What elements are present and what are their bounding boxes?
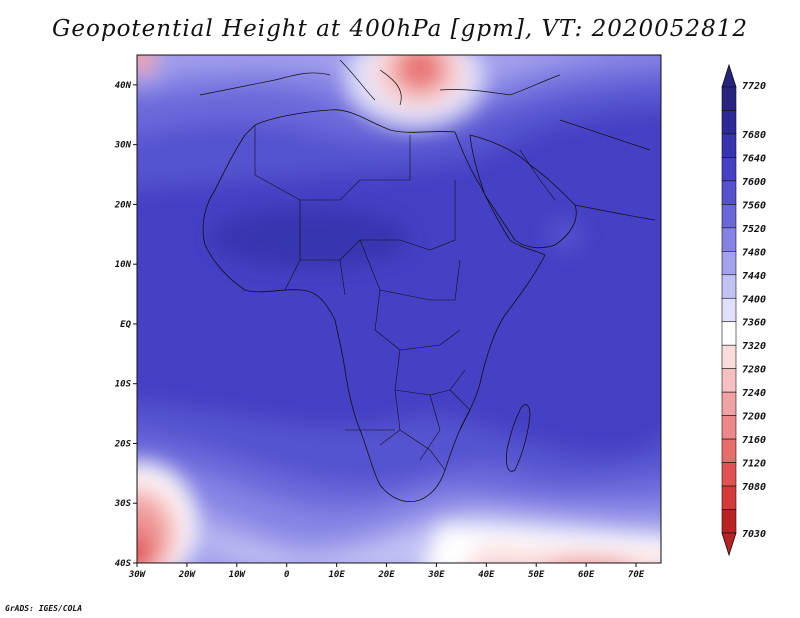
colorbar-label: 7640 (742, 153, 766, 164)
colorbar-swatch (721, 204, 737, 229)
y-tick-label: 40S (115, 559, 132, 569)
x-tick-label: 10E (328, 570, 345, 580)
colorbar-label: 7120 (742, 459, 766, 470)
colorbar-swatch (721, 438, 737, 463)
colorbar-label: 7680 (742, 130, 766, 141)
colorbar-label: 7720 (742, 81, 766, 92)
colorbar-label: 7320 (742, 341, 766, 352)
colorbar-label: 7240 (742, 388, 766, 399)
colorbar-swatch (721, 391, 737, 416)
colorbar-label: 7030 (742, 529, 766, 540)
africa-coastline (202, 109, 546, 502)
x-tick-label: 70E (628, 570, 645, 580)
y-tick-label: 20S (114, 439, 132, 449)
colorbar-swatch (721, 110, 737, 135)
colorbar-label: 7360 (742, 318, 766, 329)
colorbar-swatch (721, 321, 737, 346)
colorbar-label: 7080 (742, 482, 766, 493)
colorbar-label: 7400 (742, 294, 766, 305)
colorbar-swatch (721, 344, 737, 369)
x-tick-label: 40E (478, 570, 495, 580)
colorbar-swatch (721, 485, 737, 510)
colorbar-swatch (721, 297, 737, 323)
x-tick-label: 20E (377, 570, 395, 580)
colorbar-label: 7520 (742, 224, 766, 235)
y-tick-label: EQ (120, 320, 131, 330)
height-field (137, 55, 661, 563)
x-tick-label: 60E (578, 570, 595, 580)
colorbar-label: 7440 (742, 271, 766, 282)
colorbar-swatch (721, 157, 737, 182)
colorbar-swatch (721, 368, 737, 393)
colorbar-swatch (721, 86, 737, 111)
colorbar-swatch (721, 462, 737, 487)
colorbar-swatch (721, 180, 737, 205)
colorbar-swatch (721, 133, 737, 158)
x-tick-label: 10W (229, 570, 247, 580)
chart-title: Geopotential Height at 400hPa [gpm], VT:… (52, 16, 748, 42)
colorbar: 7720 7680 7640 7600 7560 7520 7480 7440 7400 7360… (721, 63, 766, 557)
colorbar-swatch (721, 415, 737, 440)
colorbar-swatch (721, 227, 737, 252)
colorbar-swatch (721, 274, 737, 299)
colorbar-label: 7280 (742, 365, 766, 376)
x-tick-label: 50E (528, 570, 545, 580)
y-tick-label: 40N (115, 81, 132, 91)
credit-text: GrADS: IGES/COLA (5, 604, 83, 613)
madagascar (506, 404, 531, 472)
europe-coastline (199, 59, 656, 221)
country-borders (254, 125, 556, 471)
x-axis: 30W 20W 10W 0 10E 20E 30E 40E 50E 60E 70E (128, 563, 645, 580)
colorbar-label: 7560 (742, 200, 766, 211)
y-tick-label: 10N (115, 260, 132, 270)
x-tick-label: 30W (128, 570, 147, 580)
colorbar-label: 7600 (742, 177, 766, 188)
x-tick-label: 0 (284, 570, 290, 580)
colorbar-label: 7480 (742, 247, 766, 258)
colorbar-swatch (721, 251, 737, 276)
y-tick-label: 10S (115, 380, 132, 390)
colorbar-top-arrow (721, 63, 737, 88)
y-axis: 40S 30S 20S 10S EQ 10N 20N 30N 40N (114, 81, 137, 569)
y-tick-label: 20N (114, 200, 132, 210)
x-tick-label: 20W (178, 570, 197, 580)
y-tick-label: 30S (114, 499, 132, 509)
x-tick-label: 30E (427, 570, 445, 580)
plot-frame (136, 54, 662, 564)
colorbar-swatch (721, 509, 737, 534)
colorbar-label: 7200 (742, 412, 766, 423)
y-tick-label: 30N (114, 141, 132, 151)
colorbar-label: 7160 (742, 435, 766, 446)
colorbar-bottom-arrow (721, 532, 737, 557)
